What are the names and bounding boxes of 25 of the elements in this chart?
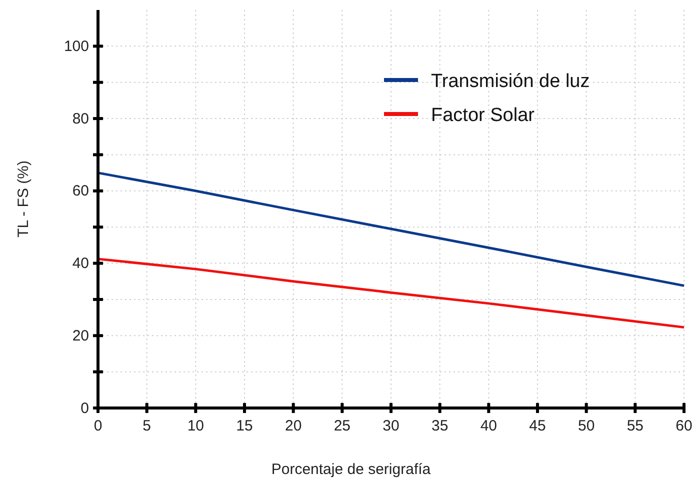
x-tick-label: 25 xyxy=(334,418,351,435)
x-tick-label: 60 xyxy=(676,418,692,435)
x-tick-label: 30 xyxy=(382,418,400,435)
x-tick-label: 20 xyxy=(284,418,302,435)
line-series xyxy=(96,172,686,287)
y-tick-label: 0 xyxy=(80,400,89,417)
x-tick-label: 15 xyxy=(236,418,253,435)
legend-label: Factor Solar xyxy=(431,105,536,126)
y-tick-label: 20 xyxy=(72,327,89,344)
y-tick-label: 40 xyxy=(72,255,89,272)
x-tick-label: 5 xyxy=(142,418,152,435)
y-tick-label: 100 xyxy=(64,38,89,55)
x-tick-label: 55 xyxy=(626,418,644,435)
legend-label: Transmisión de luz xyxy=(431,71,590,92)
x-tick-label: 40 xyxy=(480,418,498,435)
x-tick-label: 45 xyxy=(529,418,546,435)
y-tick-label: 60 xyxy=(72,182,89,200)
y-axis-title: TL - FS (%) xyxy=(15,160,32,238)
x-tick-label: 50 xyxy=(578,418,595,435)
line-series xyxy=(96,258,686,329)
x-tick-label: 35 xyxy=(431,418,448,435)
y-tick-label: 80 xyxy=(72,110,89,128)
x-tick-label: 0 xyxy=(94,418,102,435)
x-axis-title: Porcentaje de serigrafía xyxy=(271,461,432,478)
x-tick-label: 10 xyxy=(187,418,204,435)
